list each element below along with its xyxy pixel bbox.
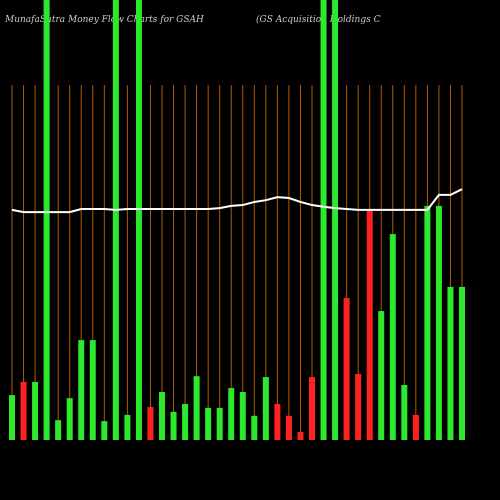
bar bbox=[401, 385, 408, 440]
bar bbox=[89, 340, 96, 440]
bar bbox=[66, 398, 73, 440]
bar bbox=[55, 420, 62, 440]
bar bbox=[20, 381, 27, 440]
bar bbox=[101, 421, 108, 440]
bar bbox=[239, 392, 246, 440]
bar bbox=[424, 205, 431, 440]
bar bbox=[193, 376, 200, 440]
bar bbox=[112, 0, 119, 440]
bar bbox=[355, 374, 362, 440]
bar bbox=[9, 395, 15, 440]
bar bbox=[43, 0, 50, 440]
bar bbox=[309, 377, 315, 440]
bar bbox=[332, 0, 339, 440]
bar bbox=[216, 407, 223, 440]
bar bbox=[297, 432, 304, 440]
bar bbox=[274, 403, 281, 440]
bar bbox=[205, 407, 212, 440]
bar bbox=[285, 415, 292, 440]
bar bbox=[170, 411, 177, 440]
bar bbox=[447, 286, 454, 440]
bar bbox=[389, 234, 396, 440]
bar bbox=[262, 377, 269, 440]
bar bbox=[366, 209, 373, 440]
bar bbox=[182, 403, 189, 440]
bar bbox=[459, 286, 465, 440]
bar bbox=[412, 414, 419, 440]
bar bbox=[320, 0, 327, 440]
bar bbox=[435, 205, 442, 440]
bar bbox=[135, 0, 142, 440]
bar bbox=[251, 415, 258, 440]
bar bbox=[32, 381, 39, 440]
bar bbox=[124, 414, 131, 440]
bar bbox=[159, 392, 165, 440]
bar bbox=[228, 388, 235, 440]
bar bbox=[343, 297, 350, 440]
chart-title: MunafaSutra Money Flow Charts for GSAH bbox=[4, 15, 204, 25]
bar bbox=[78, 340, 85, 440]
chart-subtitle: (GS Acquisition Holdings C bbox=[256, 14, 381, 25]
bar bbox=[378, 311, 385, 440]
bar bbox=[147, 407, 154, 440]
money-flow-line bbox=[11, 188, 463, 214]
